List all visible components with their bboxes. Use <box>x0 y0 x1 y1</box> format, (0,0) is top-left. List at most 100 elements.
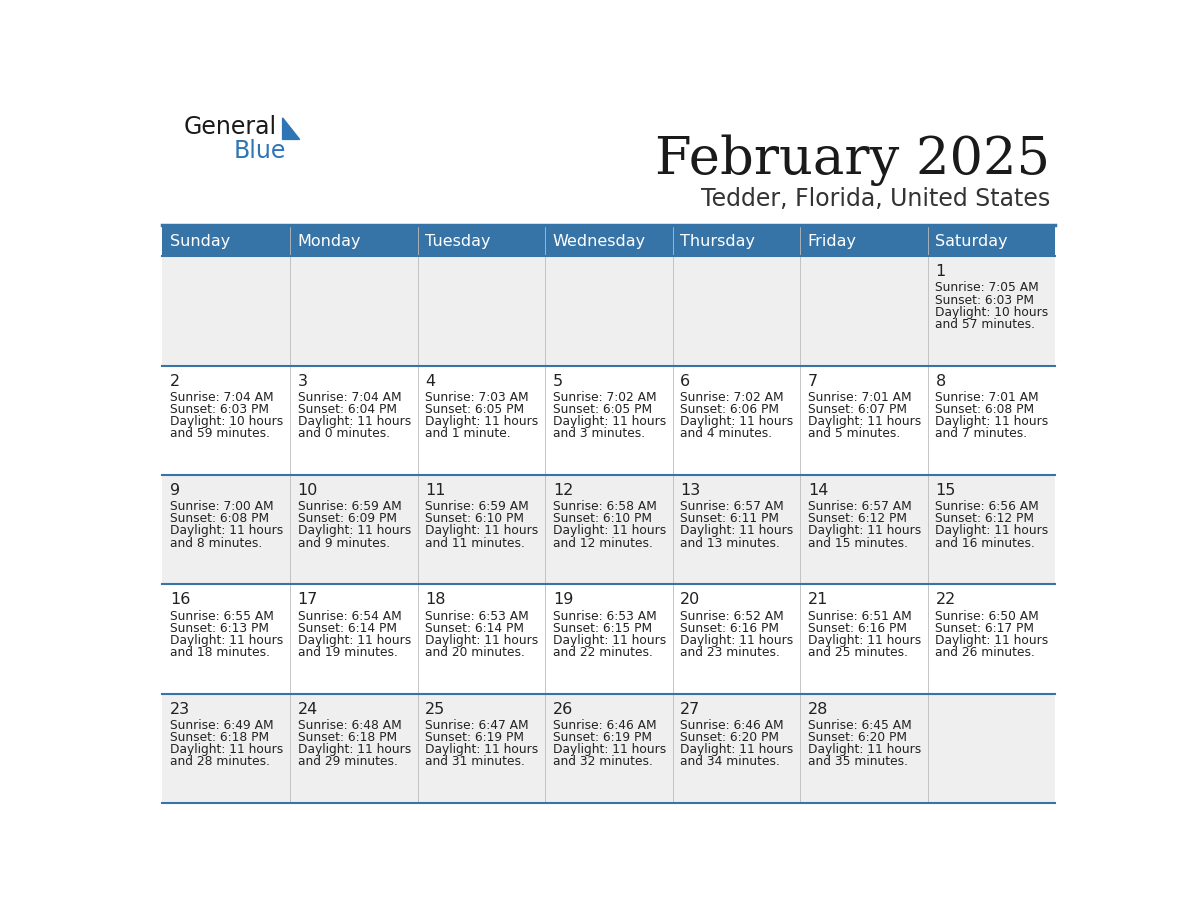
Text: Daylight: 11 hours: Daylight: 11 hours <box>935 633 1049 647</box>
Text: and 15 minutes.: and 15 minutes. <box>808 537 908 550</box>
Text: and 28 minutes.: and 28 minutes. <box>170 756 270 768</box>
Text: Daylight: 11 hours: Daylight: 11 hours <box>425 633 538 647</box>
Text: Tuesday: Tuesday <box>425 234 491 250</box>
Text: Sunset: 6:05 PM: Sunset: 6:05 PM <box>425 403 524 416</box>
Text: Daylight: 11 hours: Daylight: 11 hours <box>298 415 411 428</box>
Bar <box>163 694 1055 803</box>
Text: 9: 9 <box>170 483 181 498</box>
Text: Daylight: 11 hours: Daylight: 11 hours <box>425 744 538 756</box>
Text: 16: 16 <box>170 592 190 607</box>
Text: Sunset: 6:14 PM: Sunset: 6:14 PM <box>298 621 397 634</box>
Text: Sunset: 6:05 PM: Sunset: 6:05 PM <box>552 403 652 416</box>
Bar <box>545 227 672 256</box>
Text: and 5 minutes.: and 5 minutes. <box>808 427 901 441</box>
Text: Sunrise: 6:59 AM: Sunrise: 6:59 AM <box>425 500 529 513</box>
Text: Daylight: 11 hours: Daylight: 11 hours <box>425 415 538 428</box>
Text: Daylight: 11 hours: Daylight: 11 hours <box>681 524 794 538</box>
Text: Thursday: Thursday <box>681 234 756 250</box>
Text: Sunset: 6:10 PM: Sunset: 6:10 PM <box>552 512 652 525</box>
Text: and 12 minutes.: and 12 minutes. <box>552 537 652 550</box>
Text: Sunrise: 7:01 AM: Sunrise: 7:01 AM <box>808 391 911 404</box>
Text: Sunrise: 6:46 AM: Sunrise: 6:46 AM <box>552 719 657 732</box>
Bar <box>801 227 928 256</box>
Text: Daylight: 11 hours: Daylight: 11 hours <box>552 415 666 428</box>
Text: 14: 14 <box>808 483 828 498</box>
Text: Sunrise: 6:58 AM: Sunrise: 6:58 AM <box>552 500 657 513</box>
Text: Sunrise: 6:47 AM: Sunrise: 6:47 AM <box>425 719 529 732</box>
Text: Sunset: 6:13 PM: Sunset: 6:13 PM <box>170 621 270 634</box>
Text: Sunrise: 6:53 AM: Sunrise: 6:53 AM <box>552 610 657 622</box>
Text: Daylight: 11 hours: Daylight: 11 hours <box>552 744 666 756</box>
Text: and 20 minutes.: and 20 minutes. <box>425 646 525 659</box>
Text: and 4 minutes.: and 4 minutes. <box>681 427 772 441</box>
Text: 18: 18 <box>425 592 446 607</box>
Text: Sunset: 6:12 PM: Sunset: 6:12 PM <box>935 512 1035 525</box>
Text: 25: 25 <box>425 701 446 717</box>
Text: Sunset: 6:07 PM: Sunset: 6:07 PM <box>808 403 906 416</box>
Text: and 11 minutes.: and 11 minutes. <box>425 537 525 550</box>
Bar <box>928 227 1055 256</box>
Text: Daylight: 11 hours: Daylight: 11 hours <box>298 633 411 647</box>
Text: 8: 8 <box>935 374 946 388</box>
Text: Daylight: 10 hours: Daylight: 10 hours <box>170 415 284 428</box>
Text: Tedder, Florida, United States: Tedder, Florida, United States <box>701 186 1050 211</box>
Text: 4: 4 <box>425 374 436 388</box>
Text: Sunset: 6:03 PM: Sunset: 6:03 PM <box>170 403 270 416</box>
Text: Friday: Friday <box>808 234 857 250</box>
Text: Daylight: 11 hours: Daylight: 11 hours <box>298 744 411 756</box>
Text: Sunset: 6:04 PM: Sunset: 6:04 PM <box>298 403 397 416</box>
Text: Sunrise: 6:55 AM: Sunrise: 6:55 AM <box>170 610 274 622</box>
Text: and 29 minutes.: and 29 minutes. <box>298 756 398 768</box>
Text: Daylight: 11 hours: Daylight: 11 hours <box>808 633 921 647</box>
Text: Sunrise: 6:49 AM: Sunrise: 6:49 AM <box>170 719 273 732</box>
Text: Sunset: 6:11 PM: Sunset: 6:11 PM <box>681 512 779 525</box>
Text: 11: 11 <box>425 483 446 498</box>
Text: 22: 22 <box>935 592 955 607</box>
Text: Sunset: 6:06 PM: Sunset: 6:06 PM <box>681 403 779 416</box>
Text: Sunset: 6:20 PM: Sunset: 6:20 PM <box>808 731 906 744</box>
Text: February 2025: February 2025 <box>655 134 1050 186</box>
Text: Daylight: 11 hours: Daylight: 11 hours <box>681 633 794 647</box>
Text: and 26 minutes.: and 26 minutes. <box>935 646 1035 659</box>
Text: Sunrise: 7:02 AM: Sunrise: 7:02 AM <box>552 391 657 404</box>
Text: Sunrise: 7:00 AM: Sunrise: 7:00 AM <box>170 500 273 513</box>
Text: 26: 26 <box>552 701 573 717</box>
Text: Sunset: 6:09 PM: Sunset: 6:09 PM <box>298 512 397 525</box>
Text: and 1 minute.: and 1 minute. <box>425 427 511 441</box>
Text: Sunrise: 7:04 AM: Sunrise: 7:04 AM <box>170 391 273 404</box>
Text: 20: 20 <box>681 592 701 607</box>
Text: Sunrise: 6:59 AM: Sunrise: 6:59 AM <box>298 500 402 513</box>
Text: Wednesday: Wednesday <box>552 234 646 250</box>
Text: 17: 17 <box>298 592 318 607</box>
Text: Sunset: 6:18 PM: Sunset: 6:18 PM <box>170 731 270 744</box>
Text: Daylight: 11 hours: Daylight: 11 hours <box>808 744 921 756</box>
Text: and 7 minutes.: and 7 minutes. <box>935 427 1028 441</box>
Text: and 19 minutes.: and 19 minutes. <box>298 646 398 659</box>
Text: Sunrise: 6:48 AM: Sunrise: 6:48 AM <box>298 719 402 732</box>
Text: Daylight: 11 hours: Daylight: 11 hours <box>552 633 666 647</box>
Polygon shape <box>283 118 299 140</box>
Text: and 9 minutes.: and 9 minutes. <box>298 537 390 550</box>
Text: Daylight: 11 hours: Daylight: 11 hours <box>170 633 284 647</box>
Text: and 59 minutes.: and 59 minutes. <box>170 427 270 441</box>
Text: Sunrise: 7:01 AM: Sunrise: 7:01 AM <box>935 391 1040 404</box>
Text: 13: 13 <box>681 483 701 498</box>
Text: Daylight: 11 hours: Daylight: 11 hours <box>935 524 1049 538</box>
Bar <box>163 227 290 256</box>
Text: Sunrise: 6:56 AM: Sunrise: 6:56 AM <box>935 500 1040 513</box>
Text: Sunset: 6:17 PM: Sunset: 6:17 PM <box>935 621 1035 634</box>
Text: and 35 minutes.: and 35 minutes. <box>808 756 908 768</box>
Text: Sunrise: 6:51 AM: Sunrise: 6:51 AM <box>808 610 911 622</box>
Text: Sunset: 6:10 PM: Sunset: 6:10 PM <box>425 512 524 525</box>
Text: Sunset: 6:19 PM: Sunset: 6:19 PM <box>552 731 652 744</box>
Text: Daylight: 11 hours: Daylight: 11 hours <box>425 524 538 538</box>
Text: 6: 6 <box>681 374 690 388</box>
Text: 10: 10 <box>298 483 318 498</box>
Text: and 22 minutes.: and 22 minutes. <box>552 646 652 659</box>
Text: 1: 1 <box>935 264 946 279</box>
Text: and 0 minutes.: and 0 minutes. <box>298 427 390 441</box>
Text: Sunrise: 7:03 AM: Sunrise: 7:03 AM <box>425 391 529 404</box>
Text: 24: 24 <box>298 701 318 717</box>
Text: Sunset: 6:14 PM: Sunset: 6:14 PM <box>425 621 524 634</box>
Text: Sunrise: 7:04 AM: Sunrise: 7:04 AM <box>298 391 402 404</box>
